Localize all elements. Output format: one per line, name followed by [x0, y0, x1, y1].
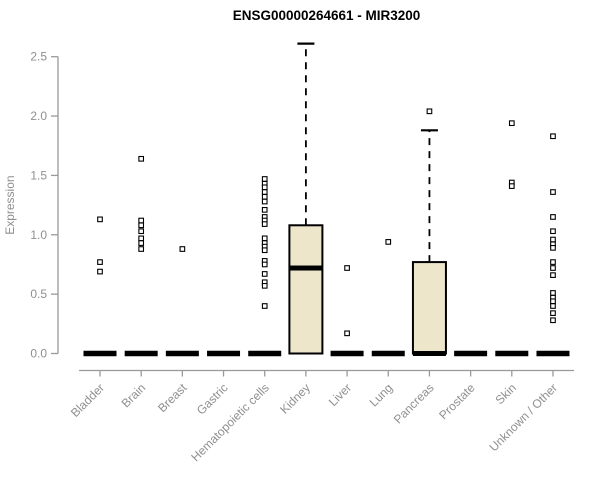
outlier-point-brain	[138, 235, 145, 242]
y-tick-label: 1.5	[30, 168, 47, 182]
outlier-point-unknown-other	[550, 265, 556, 271]
outlier-point-lung	[385, 239, 392, 245]
outlier-point-brain	[138, 155, 145, 162]
outlier-point-hematopoietic-cells	[261, 184, 268, 191]
y-tick-label: 2.5	[30, 50, 47, 64]
x-tick-label: Skin	[493, 381, 519, 407]
x-tick-label: Kidney	[277, 381, 313, 417]
outlier-point-brain	[138, 217, 145, 224]
outlier-point-hematopoietic-cells	[261, 221, 268, 227]
outlier-point-unknown-other	[550, 303, 556, 309]
median-line-pancreas	[412, 351, 446, 356]
outlier-point-unknown-other	[550, 317, 556, 324]
y-tick-label: 0.0	[30, 347, 47, 361]
outlier-point-hematopoietic-cells	[261, 193, 268, 200]
x-tick-label: Bladder	[68, 381, 107, 420]
x-tick-label: Breast	[155, 380, 190, 415]
outlier-point-brain	[138, 246, 145, 252]
outlier-point-unknown-other	[550, 272, 556, 278]
outlier-point-bladder	[97, 268, 103, 275]
zero-bar-brain	[124, 350, 158, 357]
outlier-point-unknown-other	[550, 236, 556, 243]
outlier-point-unknown-other	[550, 298, 556, 305]
outlier-point-hematopoietic-cells	[261, 235, 268, 242]
outlier-point-hematopoietic-cells	[261, 261, 268, 268]
x-tick-label: Brain	[119, 381, 149, 411]
zero-bar-gastric	[207, 350, 241, 357]
x-tick-label: Lung	[367, 381, 396, 410]
outlier-point-hematopoietic-cells	[261, 303, 268, 309]
x-tick-label: Prostate	[436, 381, 478, 423]
zero-bar-skin	[495, 350, 529, 357]
box-pancreas	[411, 261, 447, 355]
y-tick-label: 0.5	[30, 287, 47, 301]
outlier-point-liver	[344, 265, 350, 271]
outlier-point-unknown-other	[550, 189, 556, 195]
outlier-point-bladder	[97, 216, 103, 223]
outlier-point-hematopoietic-cells	[261, 247, 268, 254]
outlier-point-unknown-other	[550, 228, 556, 235]
zero-bar-bladder	[83, 350, 117, 357]
zero-bar-unknown-other	[536, 350, 570, 357]
chart-title: ENSG00000264661 - MIR3200	[232, 8, 421, 23]
outlier-point-skin	[508, 183, 515, 189]
outlier-point-unknown-other	[550, 290, 556, 296]
outlier-point-hematopoietic-cells	[261, 271, 268, 277]
outlier-point-unknown-other	[550, 244, 556, 251]
y-tick-label: 2.0	[30, 109, 47, 123]
outlier-point-hematopoietic-cells	[261, 282, 268, 289]
outlier-point-breast	[179, 246, 186, 252]
outlier-point-pancreas	[426, 108, 433, 115]
zero-bar-hematopoietic-cells	[248, 350, 282, 357]
outlier-point-hematopoietic-cells	[261, 176, 268, 182]
zero-bar-breast	[165, 350, 199, 357]
outlier-point-bladder	[97, 259, 103, 265]
x-tick-label: Pancreas	[391, 381, 437, 427]
outlier-point-unknown-other	[550, 133, 556, 140]
x-tick-label: Hematopoietic cells	[188, 381, 271, 464]
outlier-point-liver	[344, 330, 350, 337]
outlier-point-hematopoietic-cells	[261, 198, 268, 205]
outlier-point-skin	[508, 120, 515, 127]
outlier-point-unknown-other	[550, 310, 556, 316]
zero-bar-lung	[371, 350, 405, 357]
outlier-point-brain	[138, 228, 145, 235]
x-tick-label: Gastric	[194, 381, 231, 418]
zero-bar-prostate	[454, 350, 488, 357]
x-tick-label: Liver	[326, 381, 354, 409]
outlier-point-unknown-other	[550, 214, 556, 220]
median-line-kidney	[289, 265, 323, 271]
outlier-point-hematopoietic-cells	[261, 189, 268, 195]
y-axis-title: Expression	[3, 175, 17, 234]
outlier-point-unknown-other	[550, 259, 556, 265]
outlier-point-brain	[138, 240, 145, 246]
y-tick-label: 1.0	[30, 228, 47, 242]
outlier-point-hematopoietic-cells	[261, 206, 268, 213]
box-kidney	[288, 224, 324, 355]
outlier-point-brain	[138, 222, 145, 229]
zero-bar-liver	[330, 350, 364, 357]
